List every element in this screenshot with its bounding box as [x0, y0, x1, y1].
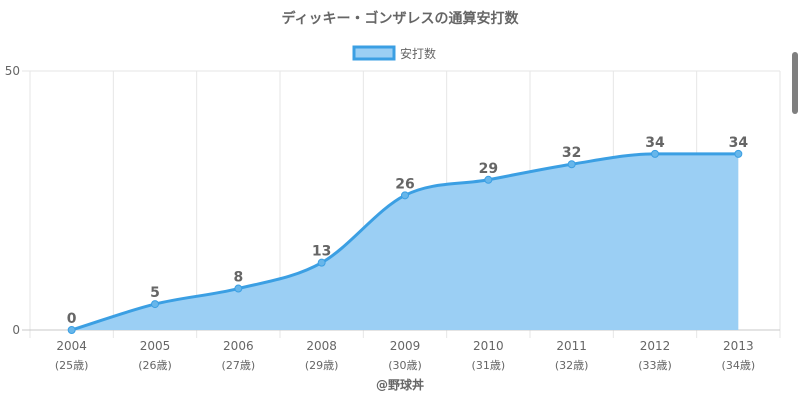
x-tick-sublabel: (34歳) — [722, 359, 756, 372]
y-axis-ticks: 0 50 — [5, 64, 20, 337]
data-label: 34 — [645, 135, 665, 151]
x-tick-label: 2013 — [723, 339, 754, 353]
x-tick-label: 2004 — [56, 339, 87, 353]
data-point[interactable] — [567, 160, 576, 169]
data-point[interactable] — [401, 191, 409, 200]
x-tick-label: 2006 — [223, 339, 254, 353]
x-tick-sublabel: (31歳) — [472, 359, 506, 372]
y-tick-label: 0 — [12, 323, 20, 337]
data-label: 8 — [233, 270, 243, 286]
source-label: @野球丼 — [376, 377, 424, 392]
legend-swatch — [352, 45, 396, 61]
x-tick-sublabel: (29歳) — [305, 359, 339, 372]
legend-label: 安打数 — [400, 46, 436, 61]
series-points — [67, 149, 743, 334]
data-label: 0 — [67, 311, 77, 327]
data-label: 32 — [562, 145, 581, 161]
x-axis-ticks: 2004 (25歳) 2005 (26歳) 2006 (27歳) 2008 (29歳) 2009… — [55, 339, 755, 372]
x-tick-sublabel: (32歳) — [555, 359, 589, 372]
data-label: 5 — [150, 285, 160, 301]
data-point[interactable] — [234, 284, 243, 293]
scrollbar-thumb[interactable] — [792, 52, 798, 114]
data-point[interactable] — [317, 258, 326, 267]
x-tick-label: 2011 — [556, 339, 587, 353]
data-point[interactable] — [151, 300, 159, 309]
data-point[interactable] — [484, 175, 493, 184]
data-label: 29 — [479, 161, 498, 177]
series-area-fill — [71, 153, 739, 330]
x-tick-label: 2009 — [390, 339, 421, 353]
x-tick-label: 2005 — [140, 339, 171, 353]
legend[interactable]: 安打数 — [352, 45, 436, 61]
data-label: 26 — [395, 176, 414, 192]
y-tick-label: 50 — [5, 64, 20, 78]
x-tick-sublabel: (25歳) — [55, 359, 89, 372]
x-tick-sublabel: (30歳) — [388, 359, 422, 372]
chart-title: ディッキー・ゴンザレスの通算安打数 — [281, 10, 519, 27]
data-label: 34 — [729, 135, 749, 151]
data-point[interactable] — [67, 326, 76, 334]
vertical-scrollbar[interactable] — [790, 0, 800, 400]
x-tick-sublabel: (26歳) — [138, 359, 172, 372]
x-tick-sublabel: (27歳) — [222, 359, 256, 372]
x-tick-label: 2012 — [640, 339, 671, 353]
x-tick-label: 2010 — [473, 339, 504, 353]
x-tick-label: 2008 — [306, 339, 337, 353]
data-label: 13 — [312, 244, 331, 260]
data-point[interactable] — [651, 149, 659, 158]
x-tick-sublabel: (33歳) — [638, 359, 672, 372]
data-point[interactable] — [734, 149, 743, 158]
data-labels: 0 5 8 13 26 29 32 34 34 — [67, 135, 749, 327]
